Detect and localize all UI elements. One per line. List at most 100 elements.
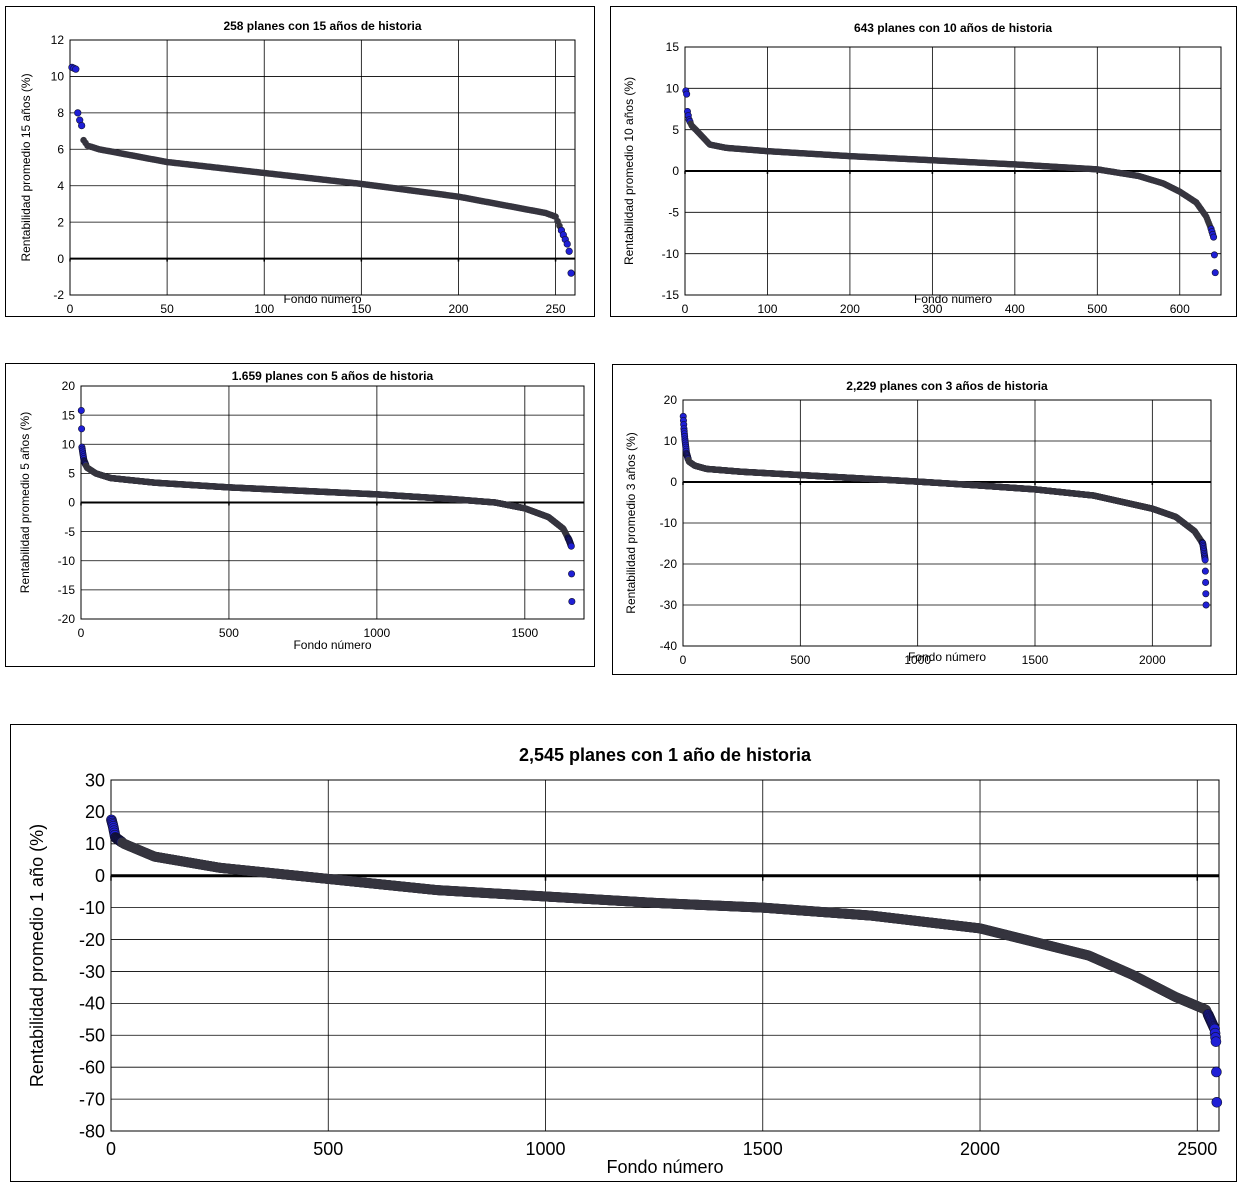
data-point (78, 407, 84, 413)
y-tick-label: 0 (670, 475, 677, 489)
data-points (78, 407, 575, 604)
x-tick-label: 0 (680, 653, 687, 667)
y-tick-label: 10 (62, 437, 76, 451)
y-tick-label: 20 (664, 393, 678, 407)
y-tick-label: 15 (666, 40, 680, 54)
x-tick-label: 50 (160, 302, 174, 316)
chart-title: 258 planes con 15 años de historia (223, 19, 421, 33)
chart-3y: 2,229 planes con 3 años de historia-40-3… (613, 365, 1236, 674)
data-point (74, 110, 81, 117)
data-point (568, 543, 574, 549)
y-tick-label: -20 (79, 930, 105, 950)
y-tick-label: 5 (68, 467, 75, 481)
data-points (106, 815, 1221, 1107)
x-tick-label: 0 (67, 302, 74, 316)
x-tick-label: 1500 (511, 626, 538, 640)
y-tick-label: 0 (672, 164, 679, 178)
data-point (568, 270, 575, 277)
data-point (564, 241, 571, 248)
chart-title: 643 planes con 10 años de historia (854, 21, 1052, 35)
y-tick-label: 6 (57, 142, 64, 156)
chart-10y: 643 planes con 10 años de historia -15 -10… (611, 7, 1236, 316)
x-tick-label: 0 (682, 302, 689, 316)
y-tick-label: 0 (68, 496, 75, 510)
x-tick-label: 1500 (743, 1139, 783, 1159)
data-point (566, 248, 573, 255)
y-tick-label: -40 (660, 639, 678, 653)
x-tick-label: 1500 (1022, 653, 1049, 667)
x-tick-label: 400 (1005, 302, 1025, 316)
y-tick-label: 8 (57, 106, 64, 120)
x-tick-label: 100 (757, 302, 777, 316)
data-point (683, 91, 689, 97)
y-axis-label: Rentabilidad promedio 10 años (%) (622, 77, 636, 265)
data-point (1212, 269, 1218, 275)
x-tick-label: 1000 (525, 1139, 565, 1159)
y-tick-label: 30 (85, 770, 105, 790)
y-tick-label: -5 (668, 206, 679, 220)
chart-title: 2,545 planes con 1 año de historia (519, 745, 812, 765)
y-tick-label: -20 (660, 557, 678, 571)
data-point (1202, 579, 1208, 585)
data-point (73, 66, 80, 73)
x-axis-label: Fondo número (283, 292, 361, 306)
chart-panel-3y: 2,229 planes con 3 años de historia-40-3… (612, 364, 1237, 675)
y-tick-label: 0 (95, 866, 105, 886)
y-axis-label: Rentabilidad promedio 5 años (%) (18, 412, 32, 593)
x-tick-label: 100 (254, 302, 274, 316)
chart-1y: 2,545 planes con 1 año de historia -80 -70… (11, 725, 1236, 1183)
x-tick-label: 500 (219, 626, 239, 640)
y-tick-label: 10 (85, 834, 105, 854)
y-tick-label: 4 (57, 179, 64, 193)
data-points (69, 64, 575, 276)
y-tick-label: 0 (57, 252, 64, 266)
y-tick-label: -70 (79, 1089, 105, 1109)
y-tick-label: -10 (79, 898, 105, 918)
data-point (78, 122, 85, 129)
y-tick-label: -5 (64, 525, 75, 539)
x-tick-label: 250 (546, 302, 566, 316)
y-tick-label: -20 (58, 612, 76, 626)
y-tick-label: -10 (662, 247, 680, 261)
chart-title: 1.659 planes con 5 años de historia (232, 369, 434, 383)
y-tick-label: -10 (660, 516, 678, 530)
y-axis-label: Rentabilidad promedio 3 años (%) (624, 432, 638, 613)
chart-panel-1y: 2,545 planes con 1 año de historia -80 -70… (10, 724, 1237, 1182)
data-points (683, 88, 1219, 276)
x-tick-label: 2000 (960, 1139, 1000, 1159)
x-tick-label: 200 (840, 302, 860, 316)
y-tick-label: 10 (664, 434, 678, 448)
y-tick-label: -15 (662, 288, 680, 302)
x-tick-label: 200 (448, 302, 468, 316)
data-point (1203, 591, 1209, 597)
data-point (1203, 602, 1209, 608)
y-axis-label: Rentabilidad promedio 15 años (%) (19, 73, 33, 261)
chart-panel-5y: 1.659 planes con 5 años de historia -20 -1… (5, 363, 595, 667)
chart-panel-10y: 643 planes con 10 años de historia -15 -10… (610, 6, 1237, 317)
x-axis-label: Fondo número (606, 1157, 723, 1177)
data-point (1202, 568, 1208, 574)
x-tick-label: 500 (790, 653, 810, 667)
x-tick-label: 0 (106, 1139, 116, 1159)
x-tick-label: 0 (78, 626, 85, 640)
data-point (1202, 557, 1208, 563)
x-tick-label: 500 (1087, 302, 1107, 316)
y-tick-label: -15 (58, 583, 76, 597)
chart-title: 2,229 planes con 3 años de historia (846, 379, 1048, 393)
x-tick-label: 600 (1170, 302, 1190, 316)
y-tick-label: 20 (85, 802, 105, 822)
x-axis-label: Fondo número (908, 650, 986, 664)
y-tick-label: 5 (672, 123, 679, 137)
y-tick-label: 2 (57, 215, 64, 229)
y-tick-label: -80 (79, 1121, 105, 1141)
chart-15y: 258 planes con 15 años de historia-20246… (6, 7, 594, 316)
y-tick-label: -30 (79, 962, 105, 982)
y-tick-label: -2 (53, 288, 64, 302)
data-point (1211, 252, 1217, 258)
y-tick-label: -60 (79, 1057, 105, 1077)
chart-5y: 1.659 planes con 5 años de historia -20 -1… (6, 364, 594, 666)
y-tick-label: -50 (79, 1026, 105, 1046)
data-point (568, 571, 574, 577)
y-tick-label: -40 (79, 994, 105, 1014)
y-tick-label: -10 (58, 554, 76, 568)
